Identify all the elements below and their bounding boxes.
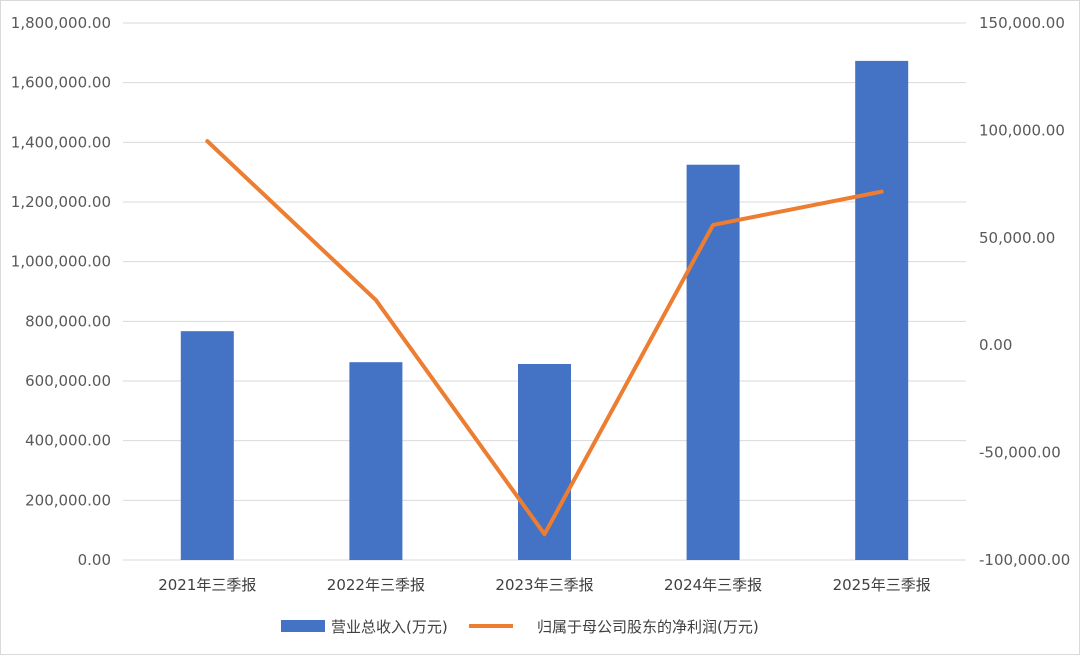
bar xyxy=(686,164,740,561)
line-series xyxy=(205,139,884,537)
net-profit-line xyxy=(205,139,884,537)
left-axis-ticks: 0.00 200,000.00 400,000.00 600,000.00 800,00… xyxy=(11,14,111,569)
gridlines xyxy=(123,22,966,561)
legend-line-label: 归属于母公司股东的净利润(万元) xyxy=(537,618,759,636)
left-tick-label: 1,000,000.00 xyxy=(11,253,111,271)
legend-bar-swatch xyxy=(281,620,325,632)
left-tick-label: 1,800,000.00 xyxy=(11,14,111,32)
legend: 营业总收入(万元) 归属于母公司股东的净利润(万元) xyxy=(281,618,759,636)
right-tick-label: 50,000.00 xyxy=(979,229,1055,247)
watermark-separator: | xyxy=(957,622,963,643)
watermark-author: 诗与星空 xyxy=(969,623,1041,644)
category-label: 2023年三季报 xyxy=(495,576,593,594)
legend-bar-label: 营业总收入(万元) xyxy=(331,618,448,636)
left-tick-label: 200,000.00 xyxy=(25,491,111,509)
right-tick-label: 100,000.00 xyxy=(979,121,1065,139)
watermark-source: 网易号 xyxy=(889,623,943,644)
bar xyxy=(349,362,403,560)
bar-series xyxy=(180,60,909,561)
category-label: 2021年三季报 xyxy=(158,576,256,594)
right-tick-label: -50,000.00 xyxy=(979,444,1061,462)
left-tick-label: 0.00 xyxy=(78,551,111,569)
bar xyxy=(180,331,234,560)
right-tick-label: 150,000.00 xyxy=(979,14,1065,32)
category-label: 2025年三季报 xyxy=(833,576,931,594)
left-tick-label: 800,000.00 xyxy=(25,312,111,330)
category-axis: 2021年三季报 2022年三季报 2023年三季报 2024年三季报 2025年三季报 xyxy=(158,576,931,594)
category-label: 2022年三季报 xyxy=(327,576,425,594)
right-axis-ticks: -100,000.00 -50,000.00 0.00 50,000.00 100,00… xyxy=(979,14,1070,569)
left-tick-label: 1,600,000.00 xyxy=(11,74,111,92)
left-tick-label: 400,000.00 xyxy=(25,432,111,450)
right-tick-label: -100,000.00 xyxy=(979,551,1070,569)
watermark: 网易号 | 诗与星空 xyxy=(889,622,1041,644)
left-tick-label: 600,000.00 xyxy=(25,372,111,390)
right-tick-label: 0.00 xyxy=(979,336,1012,354)
bar xyxy=(518,363,571,560)
category-label: 2024年三季报 xyxy=(664,576,762,594)
bar xyxy=(855,60,909,560)
left-tick-label: 1,200,000.00 xyxy=(11,193,111,211)
left-tick-label: 1,400,000.00 xyxy=(11,133,111,151)
